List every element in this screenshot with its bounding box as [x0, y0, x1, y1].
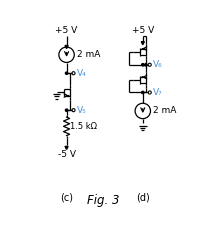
Text: 2 mA: 2 mA [77, 50, 100, 59]
Circle shape [65, 109, 68, 111]
Text: +5 V: +5 V [132, 26, 154, 35]
Text: V₅: V₅ [77, 106, 86, 115]
Text: (d): (d) [136, 193, 150, 203]
Circle shape [65, 72, 68, 74]
Text: 2 mA: 2 mA [153, 106, 176, 115]
Text: V₆: V₆ [153, 60, 163, 69]
Circle shape [145, 64, 147, 66]
Text: 1.5 kΩ: 1.5 kΩ [70, 122, 97, 131]
Text: (c): (c) [60, 193, 73, 203]
Text: V₇: V₇ [153, 88, 163, 97]
Text: Fig. 3: Fig. 3 [87, 194, 120, 207]
Text: -5 V: -5 V [58, 150, 76, 159]
Circle shape [142, 64, 144, 66]
Polygon shape [65, 45, 68, 49]
Polygon shape [141, 42, 144, 45]
Circle shape [142, 91, 144, 94]
Text: +5 V: +5 V [55, 26, 78, 35]
Text: V₄: V₄ [77, 69, 86, 78]
Polygon shape [65, 146, 68, 149]
